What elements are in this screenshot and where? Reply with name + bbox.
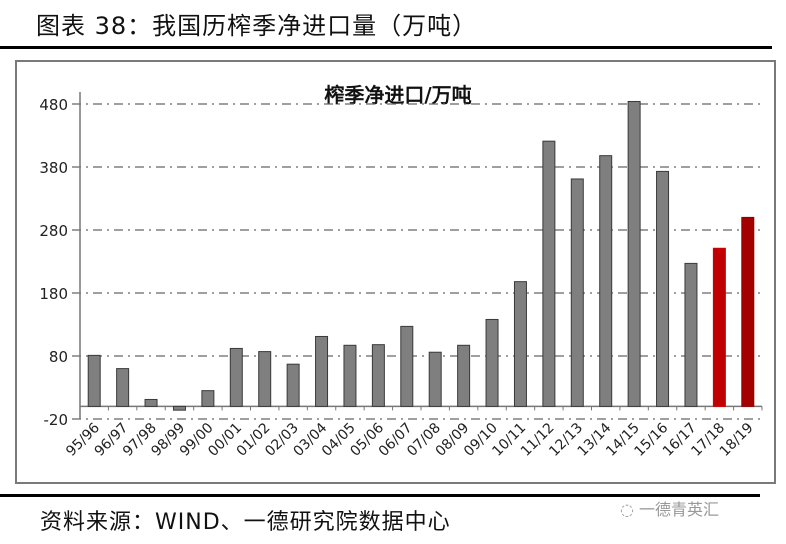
bar-08-09 — [457, 344, 471, 407]
chart-title: 榨季净进口/万吨 — [324, 83, 471, 107]
watermark: ◌ 一德青英汇 — [620, 496, 719, 520]
watermark-text: 一德青英汇 — [639, 500, 720, 519]
bar-00-01 — [229, 347, 243, 407]
bar-14-15 — [627, 100, 641, 407]
top-divider — [0, 46, 772, 49]
bar-13-14 — [599, 155, 613, 407]
bottom-divider — [0, 494, 760, 497]
bar-97-98 — [144, 398, 158, 407]
y-tick-label: -20 — [44, 411, 69, 429]
bar-11-12 — [542, 140, 556, 407]
bar-99-00 — [201, 390, 215, 407]
bar-07-08 — [428, 351, 442, 407]
bar-15-16 — [656, 170, 670, 407]
wechat-icon: ◌ — [620, 500, 640, 519]
bar-95-96 — [87, 354, 101, 407]
y-tick-label: 280 — [39, 222, 68, 240]
bar-17-18 — [712, 247, 726, 407]
bar-chart: 榨季净进口/万吨-208018028038048095/9696/9797/98… — [39, 83, 763, 460]
y-tick-label: 380 — [39, 159, 68, 177]
bar-18-19 — [741, 216, 755, 407]
source-note: 资料来源：WIND、一德研究院数据中心 — [40, 510, 451, 535]
chart-frame: 榨季净进口/万吨 -20 80 180 280 380 480 95/96 96/97 97/98… — [15, 60, 776, 484]
bar-98-99 — [172, 405, 186, 411]
y-tick-label: 180 — [39, 285, 68, 303]
bar-12-13 — [570, 178, 584, 407]
bar-10-11 — [513, 281, 527, 407]
bar-16-17 — [684, 262, 698, 407]
bar-01-02 — [258, 351, 272, 407]
figure-title: 图表 38：我国历榨季净进口量（万吨） — [36, 12, 478, 40]
bar-96-97 — [116, 368, 130, 407]
y-tick-label: 480 — [39, 96, 68, 114]
bar-09-10 — [485, 318, 499, 407]
bar-06-07 — [400, 325, 414, 407]
bar-03-04 — [315, 335, 329, 407]
y-tick-label: 80 — [49, 348, 68, 366]
bar-04-05 — [343, 344, 357, 407]
bar-05-06 — [371, 344, 385, 407]
bar-02-03 — [286, 363, 300, 407]
